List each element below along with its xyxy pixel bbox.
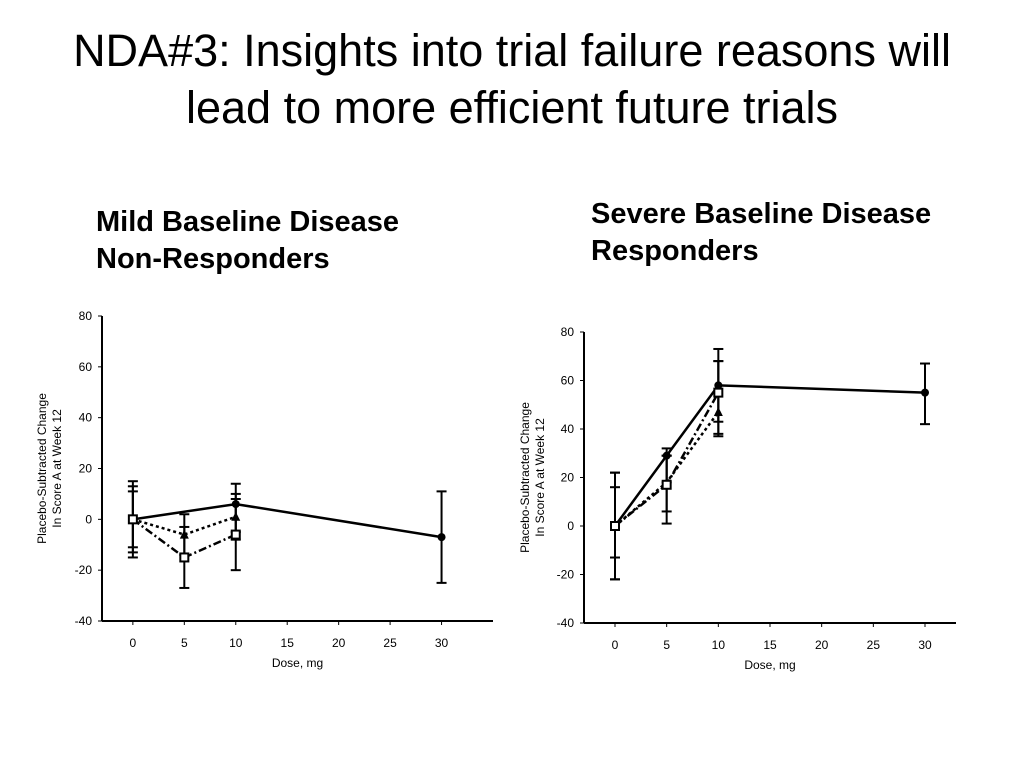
x-tick-label: 30 — [918, 638, 932, 652]
data-point-circle — [662, 451, 671, 460]
data-point-square — [713, 387, 724, 398]
data-point-square — [179, 552, 190, 563]
x-tick-label: 10 — [712, 638, 726, 652]
slide-title-line-1: NDA#3: Insights into trial failure reaso… — [73, 25, 951, 76]
data-point-square — [230, 529, 241, 540]
data-point-triangle — [179, 529, 189, 539]
x-tick-label: 10 — [229, 636, 243, 650]
y-axis-title-line-1: Placebo-Subtracted Change — [518, 402, 532, 553]
y-tick-label: 80 — [79, 309, 93, 323]
y-tick-label: 0 — [567, 519, 574, 533]
y-axis-title-line-1: Placebo-Subtracted Change — [35, 393, 49, 544]
y-axis-title-line-2: In Score A at Week 12 — [50, 409, 64, 528]
y-axis-title-line-2: In Score A at Week 12 — [533, 418, 547, 537]
x-tick-label: 5 — [181, 636, 188, 650]
right-dose-response-chart: -40 -20 0 20 40 60 80 0 5 10 15 20 25 30 Dose, mg Place… — [518, 325, 956, 672]
x-tick-label: 25 — [867, 638, 881, 652]
y-tick-label: 60 — [561, 374, 575, 388]
x-tick-label: 5 — [663, 638, 670, 652]
series-line-1 — [613, 384, 926, 527]
left-dose-response-chart: -40 -20 0 20 40 60 80 0 5 10 15 20 25 30 Dose, mg Place… — [35, 309, 493, 670]
y-tick-label: 0 — [85, 512, 92, 526]
y-tick-label: -20 — [557, 568, 575, 582]
x-axis-title: Dose, mg — [272, 656, 323, 670]
x-tick-label: 20 — [815, 638, 829, 652]
x-tick-label: 20 — [332, 636, 346, 650]
right-panel-title: Severe Baseline Disease Responders — [591, 196, 931, 270]
left-panel-title-line-1: Mild Baseline Disease — [96, 206, 400, 238]
slide-title: NDA#3: Insights into trial failure reaso… — [0, 22, 1024, 136]
y-tick-label: -40 — [557, 616, 575, 630]
data-point-square — [127, 514, 138, 525]
data-point-triangle — [231, 511, 241, 521]
y-tick-label: -40 — [75, 614, 93, 628]
data-point-circle — [714, 381, 723, 390]
slide-title-line-2: lead to more efficient future trials — [186, 82, 838, 133]
y-tick-label: 60 — [79, 360, 93, 374]
data-point-circle — [231, 500, 240, 509]
data-point-triangle — [713, 407, 723, 417]
x-tick-label: 15 — [763, 638, 777, 652]
data-point-circle — [437, 533, 446, 542]
right-panel-title-line-1: Severe Baseline Disease — [591, 198, 932, 230]
x-tick-label: 25 — [383, 636, 397, 650]
data-point-circle — [921, 388, 929, 397]
data-point-square — [661, 479, 672, 490]
right-panel-title-line-2: Responders — [591, 235, 759, 267]
y-tick-label: 20 — [561, 471, 575, 485]
y-tick-label: -20 — [75, 563, 93, 577]
y-tick-label: 80 — [561, 325, 575, 339]
y-tick-label: 40 — [79, 411, 93, 425]
left-panel-title: Mild Baseline Disease Non-Responders — [96, 204, 399, 278]
x-tick-label: 15 — [281, 636, 295, 650]
x-axis-title: Dose, mg — [744, 658, 795, 672]
x-tick-label: 30 — [435, 636, 449, 650]
left-panel-title-line-2: Non-Responders — [96, 243, 330, 275]
y-tick-label: 40 — [561, 422, 575, 436]
x-tick-label: 0 — [130, 636, 137, 650]
y-tick-label: 20 — [79, 462, 93, 476]
x-tick-label: 0 — [612, 638, 619, 652]
data-point-square — [610, 521, 620, 531]
